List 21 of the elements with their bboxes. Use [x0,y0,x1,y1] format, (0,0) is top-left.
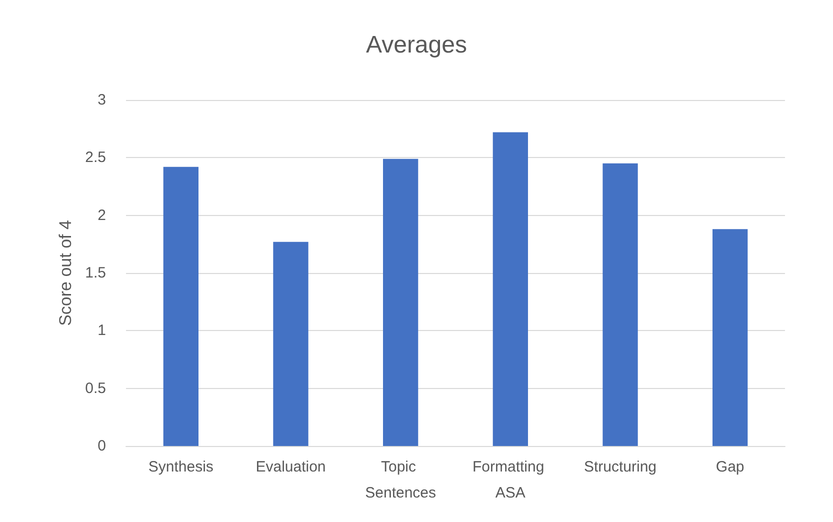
bar [163,166,198,446]
y-tick-label: 0.5 [85,380,106,397]
y-tick-label: 1.5 [85,264,106,282]
y-tick-label: 0 [98,438,106,454]
x-tick-label: Structuring [584,458,657,476]
bar [602,163,638,446]
y-tick-label: 2 [98,206,106,224]
x-tick-label: Formatting ASA [472,458,548,502]
y-axis-title: Score out of 4 [56,220,75,326]
bar [383,158,418,446]
y-tick-label: 1 [98,322,106,340]
bar [273,242,308,446]
bar [712,229,748,446]
y-tick-label: 3 [98,92,106,108]
chart-title: Averages [366,32,467,58]
y-tick-label: 2.5 [85,149,106,166]
bar [492,132,528,446]
x-tick-label: Evaluation [256,458,326,476]
x-tick-label: Gap [716,458,744,476]
x-tick-label: Synthesis [148,458,214,476]
x-tick-label: Topic Sentences [365,458,436,502]
